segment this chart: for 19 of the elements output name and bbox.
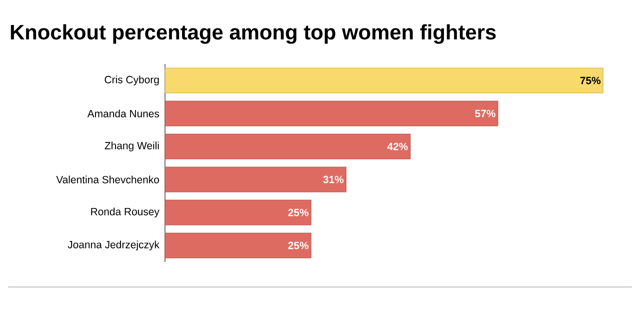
y-tick-label: Valentina Shevchenko — [56, 176, 160, 184]
bar — [164, 68, 604, 94]
chart-title: Knockout percentage among top women fighters — [10, 24, 496, 44]
y-tick-label: Joanna Jedrzejczyk — [68, 240, 160, 250]
data-label: 31% — [323, 176, 344, 184]
data-label: 75% — [580, 76, 601, 84]
bar — [164, 200, 312, 226]
bar — [164, 166, 346, 192]
y-tick-label: Amanda Nunes — [87, 110, 160, 118]
data-label: 57% — [475, 110, 496, 118]
data-label: 25% — [288, 242, 309, 250]
bar — [164, 100, 498, 126]
y-tick-label: Zhang Weili — [104, 142, 159, 152]
bar — [164, 232, 312, 258]
bar — [164, 134, 411, 160]
data-label: 42% — [387, 142, 408, 150]
y-tick-label: Cris Cyborg — [104, 76, 159, 86]
data-label: 25% — [288, 208, 309, 216]
y-tick-label: Ronda Rousey — [91, 208, 160, 218]
